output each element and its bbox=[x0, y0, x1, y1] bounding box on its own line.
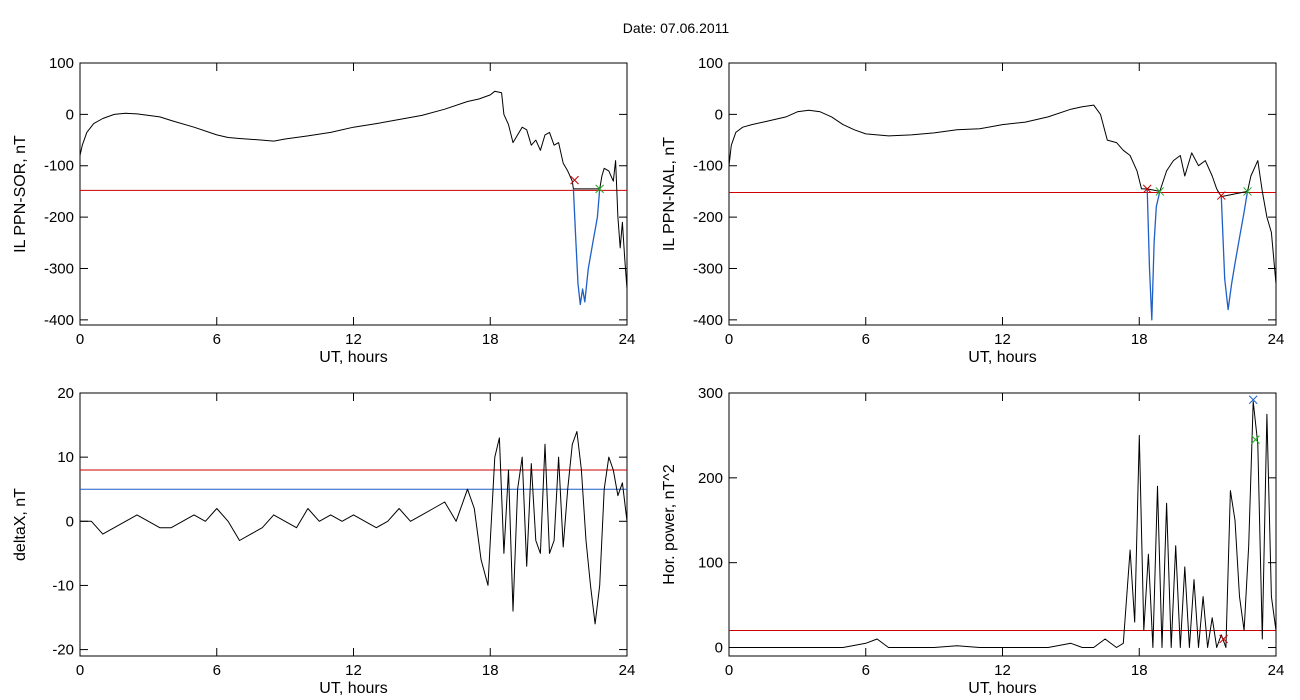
chart-panel-4: 0 6 12 18 24 300 200 100 0 UT, hours Hor. power, n… bbox=[661, 385, 1284, 697]
x-axis-label: UT, hours bbox=[319, 680, 387, 697]
y-tick-label: -100 bbox=[44, 158, 74, 175]
plot-frame bbox=[79, 62, 628, 326]
x-marker bbox=[1219, 634, 1228, 644]
y-axis-label: Hor. power, nT^2 bbox=[661, 464, 678, 585]
series-line-1 bbox=[728, 104, 1277, 284]
y-axis-label: IL PPN-SOR, nT bbox=[12, 135, 29, 253]
x-tick-label: 6 bbox=[862, 662, 870, 679]
x-marker bbox=[570, 175, 579, 185]
y-tick-label: 100 bbox=[698, 555, 723, 572]
y-tick-label: 0 bbox=[715, 640, 723, 657]
x-tick-label: 12 bbox=[345, 662, 362, 679]
y-tick-label: 0 bbox=[715, 106, 723, 123]
y-tick-label: -100 bbox=[693, 158, 723, 175]
x-tick-label: 12 bbox=[994, 331, 1011, 348]
x-axis-label: UT, hours bbox=[968, 680, 1036, 697]
y-tick-label: -200 bbox=[44, 209, 74, 226]
x-tick-label: 12 bbox=[994, 662, 1011, 679]
y-tick-label: 20 bbox=[57, 385, 74, 402]
y-tick-label: -200 bbox=[693, 209, 723, 226]
y-tick-label: 0 bbox=[66, 106, 74, 123]
x-marker bbox=[1251, 435, 1260, 445]
y-tick-label: -400 bbox=[44, 312, 74, 329]
x-tick-label: 18 bbox=[1131, 331, 1148, 348]
figure-title: Date: 07.06.2011 bbox=[623, 20, 730, 36]
series-line-1 bbox=[80, 431, 628, 625]
chart-panel-3: 0 6 12 18 24 20 10 0 -10 -20 UT, hours deltaX, nT bbox=[12, 385, 635, 697]
series-line-2 bbox=[1146, 188, 1161, 321]
x-axis-label: UT, hours bbox=[968, 349, 1036, 366]
y-axis-label: deltaX, nT bbox=[12, 488, 29, 561]
plot-frame bbox=[728, 392, 1277, 657]
x-marker bbox=[1155, 187, 1165, 196]
y-tick-label: -20 bbox=[52, 642, 74, 659]
x-tick-label: 18 bbox=[482, 662, 499, 679]
y-axis-label: IL PPN-NAL, nT bbox=[661, 137, 678, 251]
x-tick-label: 24 bbox=[619, 331, 636, 348]
x-axis-label: UT, hours bbox=[319, 349, 387, 366]
x-tick-label: 0 bbox=[76, 331, 84, 348]
y-tick-label: 300 bbox=[698, 385, 723, 402]
x-tick-label: 6 bbox=[862, 331, 870, 348]
series-line-2 bbox=[572, 188, 601, 306]
series-line-3 bbox=[1220, 191, 1249, 311]
plot-frame bbox=[728, 62, 1277, 326]
y-tick-label: -400 bbox=[693, 312, 723, 329]
x-tick-label: 24 bbox=[1268, 331, 1285, 348]
y-tick-label: -300 bbox=[44, 260, 74, 277]
chart-panel-2: 0 6 12 18 24 100 0 -100 -200 -300 -400 UT, hours IL … bbox=[661, 55, 1284, 366]
y-tick-label: -10 bbox=[52, 577, 74, 594]
x-tick-label: 24 bbox=[1268, 662, 1285, 679]
plot-frame bbox=[79, 392, 628, 657]
series-line-1 bbox=[729, 401, 1277, 648]
x-tick-label: 18 bbox=[1131, 662, 1148, 679]
x-marker bbox=[1248, 395, 1258, 405]
y-tick-label: 200 bbox=[698, 470, 723, 487]
y-tick-label: 100 bbox=[49, 55, 74, 72]
x-tick-label: 24 bbox=[619, 662, 636, 679]
y-tick-label: 100 bbox=[698, 55, 723, 72]
x-tick-label: 6 bbox=[213, 331, 221, 348]
x-marker bbox=[1216, 191, 1226, 200]
x-marker bbox=[1142, 184, 1152, 194]
x-marker bbox=[1243, 187, 1252, 196]
x-tick-label: 0 bbox=[725, 662, 733, 679]
x-tick-label: 12 bbox=[345, 331, 362, 348]
y-tick-label: 10 bbox=[57, 449, 74, 466]
x-tick-label: 18 bbox=[482, 331, 499, 348]
x-tick-label: 6 bbox=[213, 662, 221, 679]
y-tick-label: 0 bbox=[66, 513, 74, 530]
series-line-1 bbox=[79, 90, 628, 290]
y-tick-label: -300 bbox=[693, 260, 723, 277]
x-tick-label: 0 bbox=[76, 662, 84, 679]
x-marker bbox=[595, 184, 605, 194]
x-tick-label: 0 bbox=[725, 331, 733, 348]
chart-panel-1: 0 6 12 18 24 100 0 -100 -200 -300 -400 UT, hours IL … bbox=[12, 55, 635, 366]
